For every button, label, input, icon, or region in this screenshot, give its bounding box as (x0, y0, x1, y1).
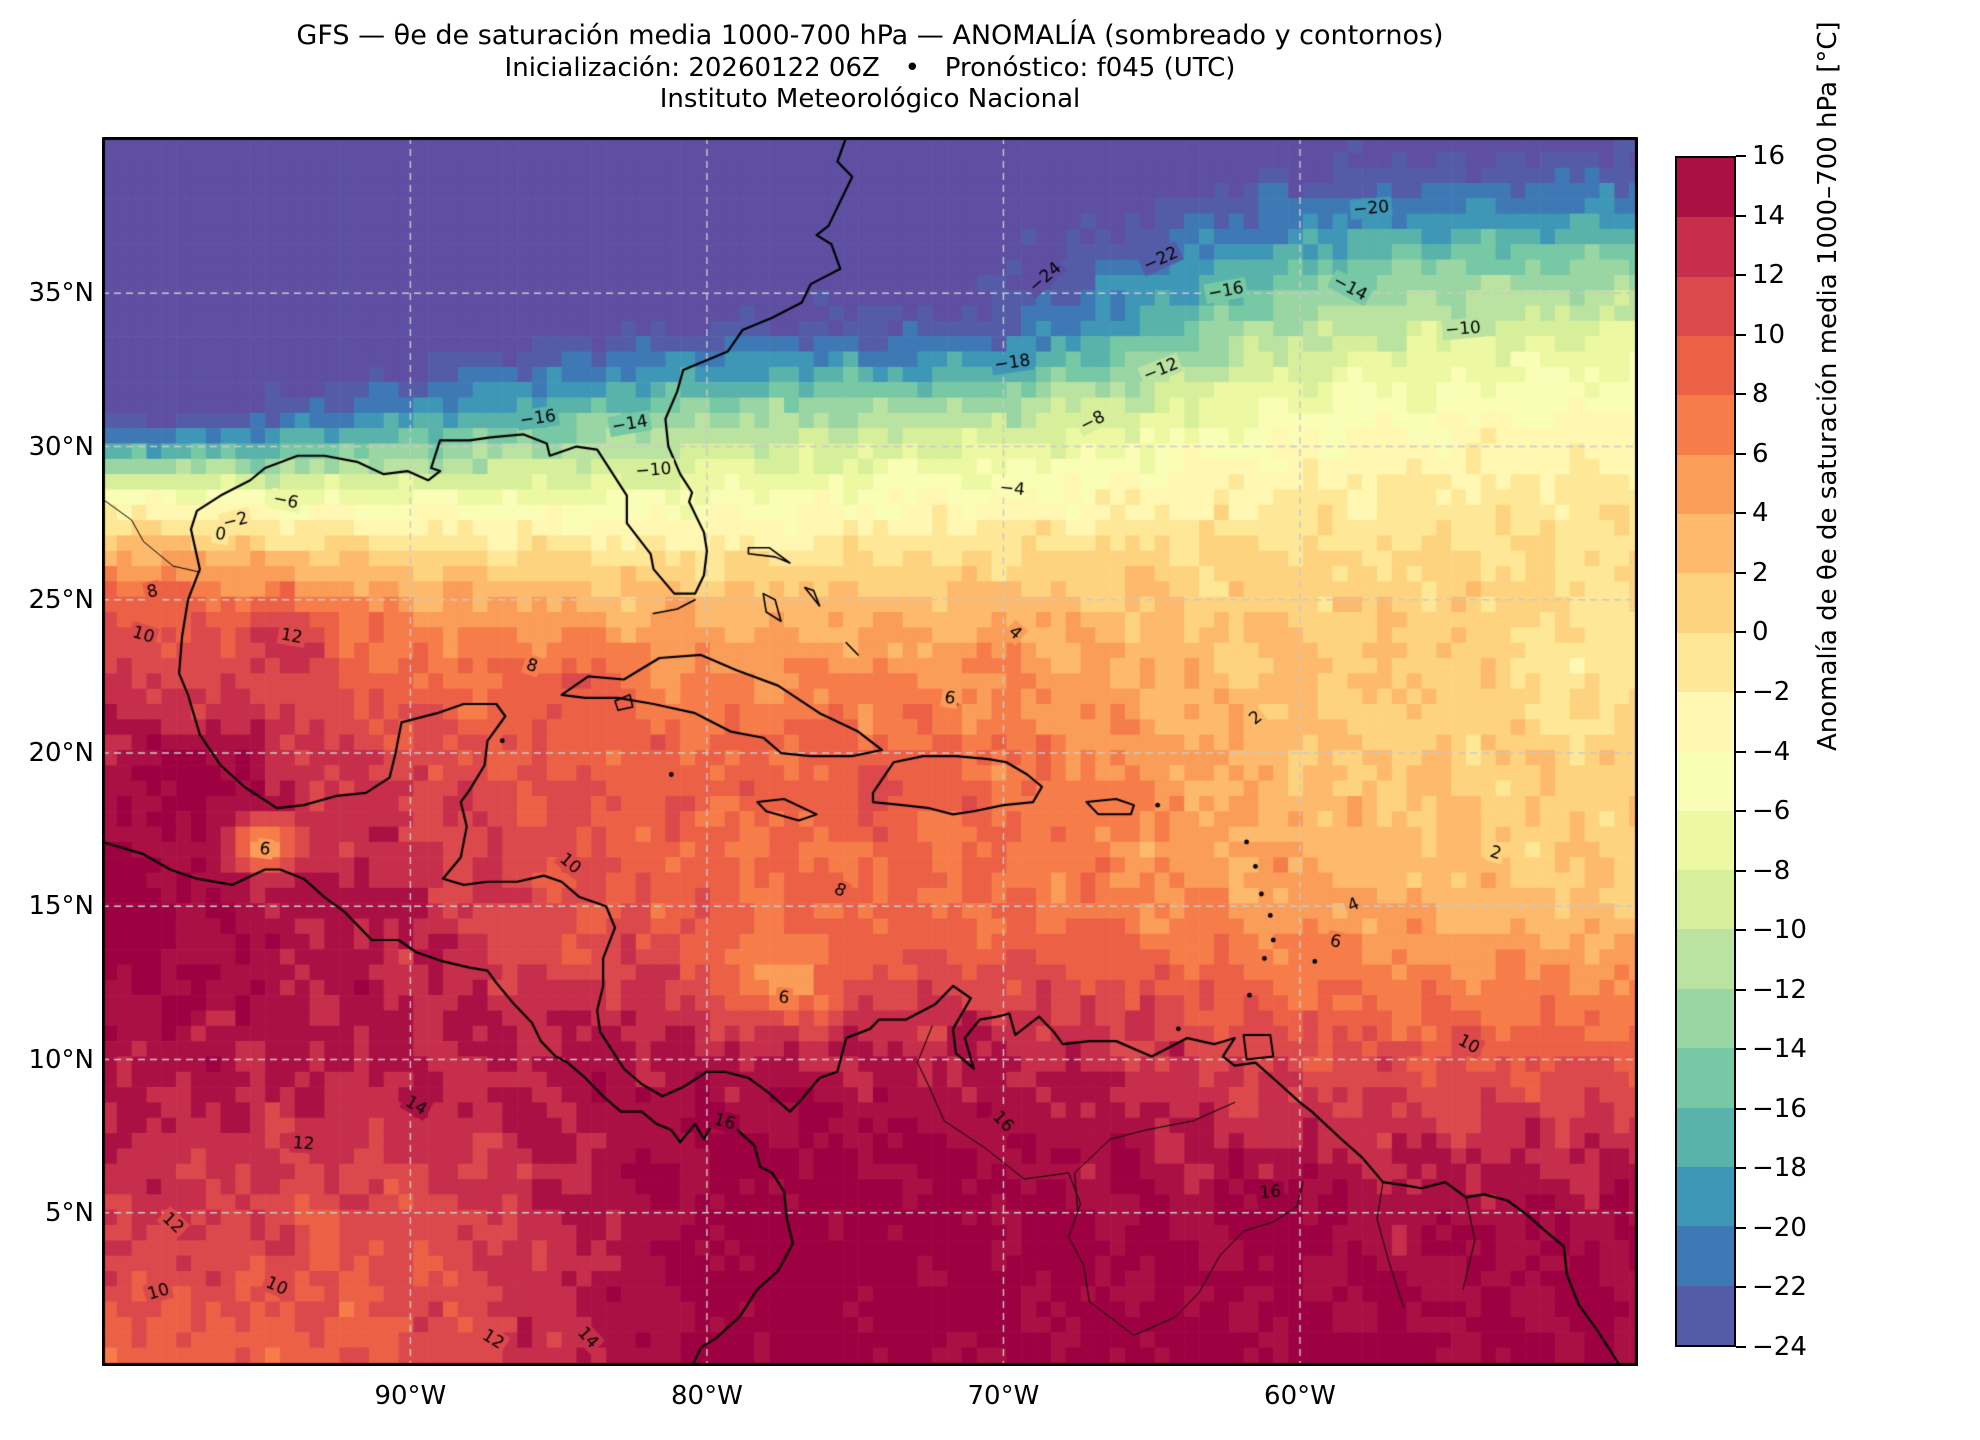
colorbar-tick (1736, 810, 1746, 813)
colorbar-tick-label: 12 (1752, 260, 1786, 291)
chart-title: GFS — θe de saturación media 1000-700 hP… (296, 20, 1444, 51)
colorbar-tick-label: −10 (1752, 915, 1807, 946)
lon-tick-label-60: 60°W (1264, 1381, 1336, 1411)
colorbar-band (1677, 1107, 1734, 1167)
colorbar-tick-label: 14 (1752, 200, 1786, 231)
colorbar-tick (1736, 631, 1746, 634)
colorbar-tick (1736, 869, 1746, 872)
colorbar-band (1677, 988, 1734, 1049)
colorbar-band (1677, 395, 1734, 455)
colorbar-band (1677, 454, 1734, 515)
colorbar-band (1677, 810, 1734, 871)
colorbar-tick (1736, 1107, 1746, 1110)
lat-tick-label-30: 30°N (28, 431, 94, 462)
colorbar-tick-label: −18 (1752, 1153, 1807, 1184)
colorbar-tick-label: 8 (1752, 379, 1769, 410)
colorbar-tick-label: 10 (1752, 319, 1786, 350)
lon-tick-label-90: 90°W (374, 1381, 447, 1411)
colorbar-tick-label: −24 (1752, 1332, 1807, 1362)
colorbar-band (1677, 1285, 1734, 1345)
colorbar-tick (1736, 333, 1746, 336)
colorbar-tick-label: −12 (1752, 974, 1807, 1005)
colorbar-tick (1736, 1048, 1746, 1051)
chart-subtitle-init-forecast: Inicialización: 20260122 06Z • Pronóstic… (504, 53, 1236, 83)
colorbar-band (1677, 929, 1734, 989)
colorbar-band (1677, 217, 1734, 277)
colorbar-tick (1736, 1226, 1746, 1229)
colorbar-band (1677, 1166, 1734, 1227)
colorbar-band (1677, 1226, 1734, 1286)
colorbar-tick-label: −16 (1752, 1093, 1807, 1124)
colorbar-tick (1736, 1346, 1746, 1348)
colorbar-tick-label: 4 (1752, 498, 1769, 529)
colorbar-tick (1736, 571, 1746, 574)
colorbar-tick (1736, 393, 1746, 396)
colorbar-tick (1736, 452, 1746, 455)
colorbar-band (1677, 870, 1734, 930)
colorbar-band (1677, 573, 1734, 633)
colorbar-tick-label: −6 (1752, 796, 1791, 827)
lat-tick-label-10: 10°N (28, 1044, 94, 1075)
lat-tick-label-20: 20°N (28, 738, 94, 769)
colorbar-band (1677, 1048, 1734, 1108)
lon-tick-label-70: 70°W (967, 1381, 1040, 1411)
colorbar-tick (1736, 214, 1746, 217)
lat-tick-label-35: 35°N (28, 278, 94, 309)
colorbar-tick (1736, 929, 1746, 932)
colorbar-tick-label: 2 (1752, 557, 1769, 588)
colorbar-tick (1736, 155, 1746, 157)
anomaly-map-canvas (102, 137, 1638, 1366)
colorbar-tick (1736, 1167, 1746, 1170)
colorbar-band (1677, 514, 1734, 574)
colorbar-tick-label: −20 (1752, 1212, 1807, 1243)
colorbar-tick-label: −14 (1752, 1034, 1807, 1065)
lat-tick-label-25: 25°N (28, 584, 94, 615)
colorbar-tick-label: 16 (1752, 141, 1786, 171)
chart-subtitle-institute: Instituto Meteorológico Nacional (659, 84, 1081, 114)
colorbar (1675, 156, 1736, 1347)
colorbar-tick (1736, 750, 1746, 753)
colorbar-band (1677, 692, 1734, 752)
colorbar-tick-label: 6 (1752, 438, 1769, 469)
colorbar-tick (1736, 512, 1746, 515)
colorbar-tick-label: 0 (1752, 617, 1769, 648)
lat-tick-label-15: 15°N (28, 891, 94, 922)
colorbar-band (1677, 336, 1734, 396)
lon-tick-label-80: 80°W (671, 1381, 743, 1411)
colorbar-tick-label: −4 (1752, 736, 1791, 767)
colorbar-band (1677, 158, 1734, 218)
colorbar-tick-label: −22 (1752, 1272, 1807, 1303)
colorbar-tick (1736, 988, 1746, 991)
lat-tick-label-5: 5°N (45, 1197, 94, 1228)
colorbar-band (1677, 632, 1734, 693)
colorbar-tick (1736, 1286, 1746, 1289)
colorbar-band (1677, 751, 1734, 811)
colorbar-band (1677, 276, 1734, 337)
colorbar-tick (1736, 274, 1746, 277)
colorbar-tick (1736, 690, 1746, 693)
colorbar-tick-label: −2 (1752, 676, 1791, 707)
colorbar-tick-label: −8 (1752, 855, 1791, 886)
